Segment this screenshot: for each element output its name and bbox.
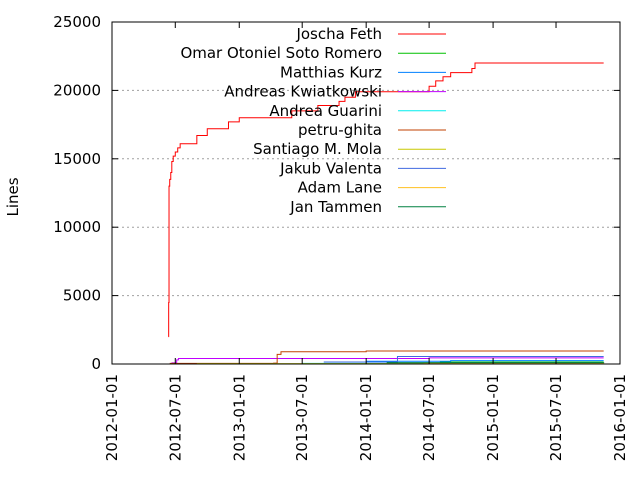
ticks-layer: 0 5000 10000 15000 20000 25000 2012-01-01 2012-… bbox=[53, 13, 629, 461]
x-tick-label: 2012-07-01 bbox=[166, 374, 184, 461]
legend-label: Matthias Kurz bbox=[280, 63, 382, 81]
x-tick-label: 2014-01-01 bbox=[357, 374, 375, 461]
x-tick-label: 2012-01-01 bbox=[103, 374, 121, 461]
legend-label: Jan Tammen bbox=[289, 198, 382, 216]
legend-label: petru-ghita bbox=[298, 121, 382, 139]
legend-label: Joscha Feth bbox=[295, 25, 382, 43]
legend-label: Andrea Guarini bbox=[269, 102, 382, 120]
legend-label: Andreas Kwiatkowski bbox=[224, 83, 382, 101]
y-tick-label: 0 bbox=[91, 355, 101, 373]
x-tick-label: 2013-07-01 bbox=[293, 374, 311, 461]
x-tick-label: 2016-01-01 bbox=[611, 374, 629, 461]
legend-label: Jakub Valenta bbox=[279, 159, 382, 177]
x-tick-label: 2014-07-01 bbox=[420, 374, 438, 461]
y-axis-label: Lines bbox=[4, 177, 22, 216]
y-tick-label: 20000 bbox=[53, 81, 101, 99]
series-layer bbox=[168, 62, 605, 365]
series-line bbox=[168, 62, 604, 338]
y-tick-label: 15000 bbox=[53, 150, 101, 168]
legend-label: Adam Lane bbox=[298, 179, 382, 197]
legend-label: Omar Otoniel Soto Romero bbox=[180, 44, 382, 62]
x-tick-label: 2015-07-01 bbox=[547, 374, 565, 461]
series-line bbox=[323, 355, 604, 363]
y-tick-label: 5000 bbox=[63, 287, 101, 305]
y-tick-label: 10000 bbox=[53, 218, 101, 236]
y-tick-label: 25000 bbox=[53, 13, 101, 31]
series-line bbox=[366, 360, 604, 362]
x-tick-label: 2013-01-01 bbox=[230, 374, 248, 461]
legend-label: Santiago M. Mola bbox=[253, 140, 382, 158]
x-tick-label: 2015-01-01 bbox=[484, 374, 502, 461]
